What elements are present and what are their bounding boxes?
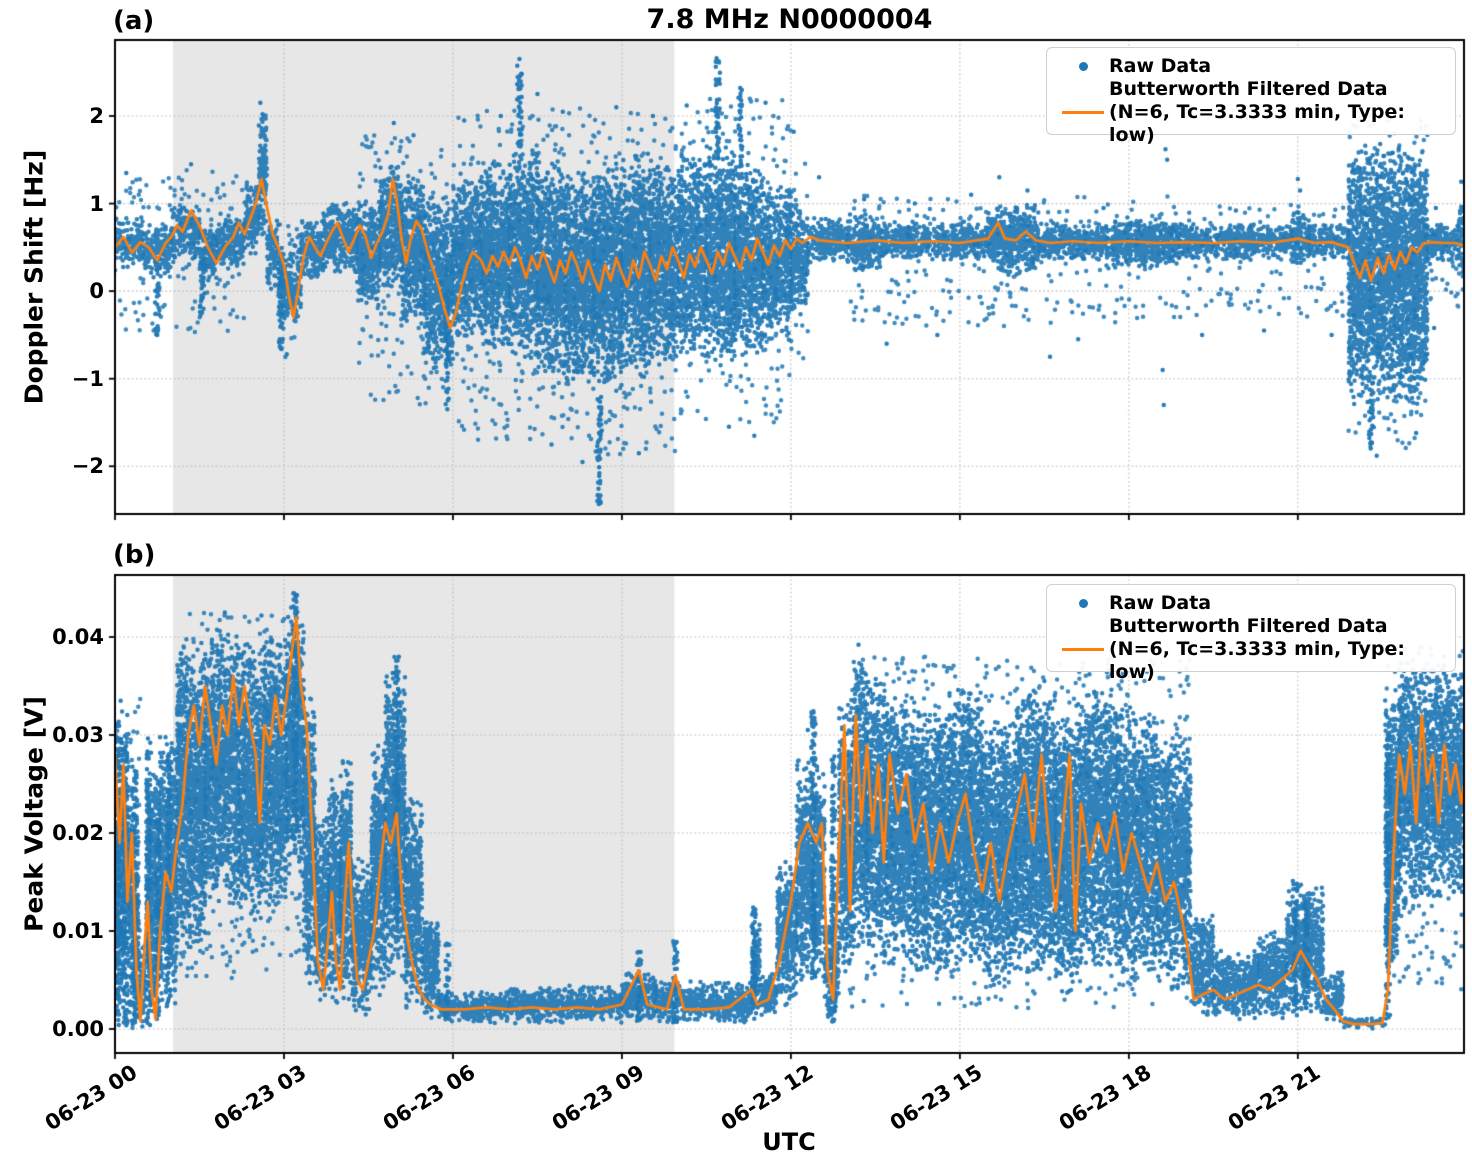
y-tick-label: 2	[89, 104, 104, 128]
y-tick-label: 0.04	[52, 625, 104, 650]
filtered-line-icon	[1057, 647, 1109, 652]
y-tick-label: −1	[71, 366, 104, 391]
legend-entry-raw: Raw Data	[1057, 592, 1445, 615]
y-tick-label: −2	[71, 454, 104, 479]
legend-entry-filtered: Butterworth Filtered Data (N=6, Tc=3.333…	[1057, 615, 1445, 684]
figure-title: 7.8 MHz N0000004	[646, 4, 933, 35]
legend-raw-label: Raw Data	[1109, 55, 1212, 77]
legend-box-doppler: Raw Data Butterworth Filtered Data (N=6,…	[1046, 47, 1456, 146]
y-tick-label: 0.00	[52, 1016, 104, 1041]
xlabel-utc: UTC	[762, 1128, 816, 1156]
legend-filtered-label-line2: (N=6, Tc=3.3333 min, Type: low)	[1109, 101, 1405, 146]
panel-a-label: (a)	[113, 6, 155, 36]
raw-data-dot-icon	[1057, 599, 1109, 608]
panel-b-label: (b)	[113, 540, 156, 570]
y-tick-label: 0.01	[52, 919, 104, 943]
y-tick-label: 0.03	[52, 723, 104, 748]
legend-entry-filtered: Butterworth Filtered Data (N=6, Tc=3.333…	[1057, 78, 1445, 147]
legend-box-voltage: Raw Data Butterworth Filtered Data (N=6,…	[1046, 584, 1456, 683]
raw-data-dot-icon	[1057, 62, 1109, 71]
filtered-line-icon	[1057, 110, 1109, 115]
y-tick-label: 1	[89, 191, 104, 216]
y-tick-label: 0	[89, 279, 104, 304]
legend-entry-raw: Raw Data	[1057, 55, 1445, 78]
legend-filtered-label-line2: (N=6, Tc=3.3333 min, Type: low)	[1109, 638, 1405, 683]
legend-filtered-label-line1: Butterworth Filtered Data	[1109, 78, 1388, 100]
y-tick-label: 0.02	[52, 821, 104, 845]
legend-raw-label: Raw Data	[1109, 592, 1212, 614]
legend-filtered-label-line1: Butterworth Filtered Data	[1109, 615, 1388, 637]
